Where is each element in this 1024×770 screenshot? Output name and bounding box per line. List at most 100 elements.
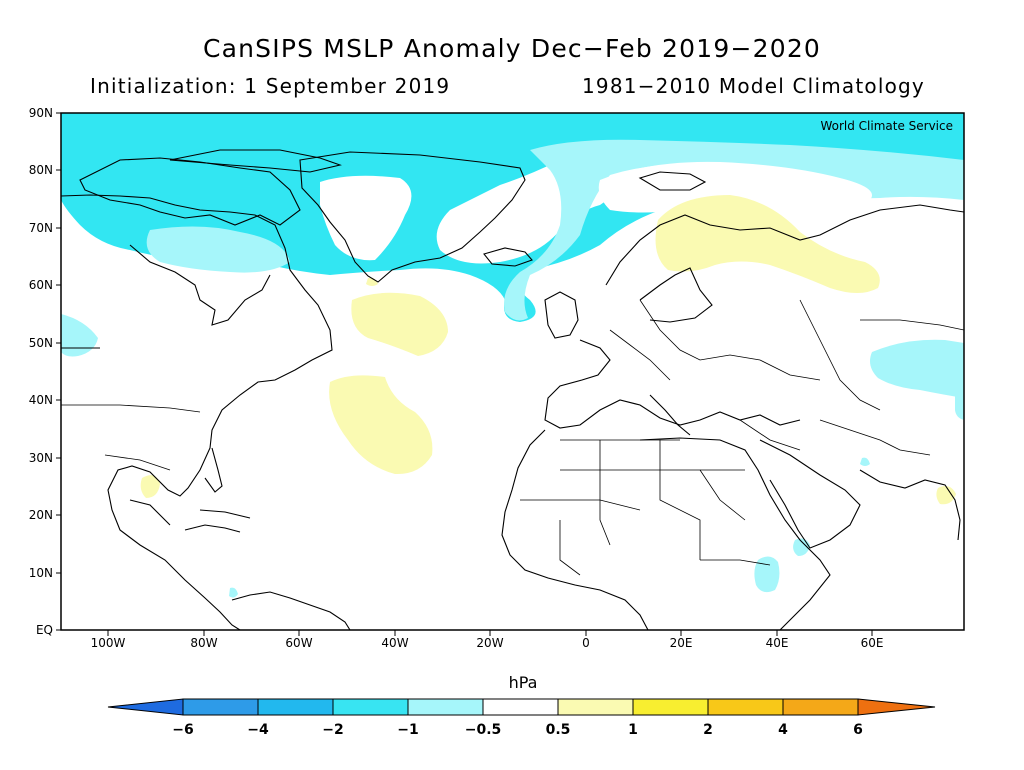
border-line bbox=[799, 299, 881, 411]
iceland-coastline bbox=[483, 247, 533, 267]
country-borders bbox=[61, 299, 964, 576]
legend-tick-label: −6 bbox=[172, 722, 193, 738]
border-line bbox=[520, 499, 641, 511]
lon-labels: 100W 80W 60W 40W 20W 0 20E 40E 60E bbox=[91, 636, 884, 650]
legend-swatch bbox=[182, 698, 259, 716]
legend-swatch bbox=[332, 698, 409, 716]
border-line bbox=[559, 520, 581, 576]
anomaly-shading bbox=[61, 113, 964, 598]
border-line bbox=[639, 299, 821, 381]
lon-label-60e: 60E bbox=[861, 636, 884, 650]
legend-tick-label: 4 bbox=[778, 722, 788, 738]
legend-swatch bbox=[407, 698, 484, 716]
barents-neutral-area bbox=[598, 161, 872, 213]
border-line bbox=[819, 419, 931, 456]
axis-ticks bbox=[56, 112, 873, 636]
baltic-coastline bbox=[639, 267, 713, 323]
legend-swatch bbox=[482, 698, 559, 716]
legend-tick-label: −0.5 bbox=[465, 722, 502, 738]
cuba-coastline bbox=[199, 509, 251, 519]
map-title: CanSIPS MSLP Anomaly Dec−Feb 2019−2020 bbox=[202, 34, 822, 63]
north-atlantic-positive-anomaly bbox=[351, 292, 448, 356]
florida-coastline bbox=[204, 447, 223, 493]
border-line bbox=[104, 454, 171, 471]
lon-label-40w: 40W bbox=[381, 636, 408, 650]
legend-tick-label: 6 bbox=[853, 722, 863, 738]
europe-west-coastline bbox=[544, 339, 801, 429]
red-sea-negative-anomaly bbox=[793, 538, 810, 556]
lon-label-40e: 40E bbox=[766, 636, 789, 650]
lat-label-60n: 60N bbox=[29, 278, 53, 292]
border-line bbox=[700, 559, 771, 566]
lat-label-30n: 30N bbox=[29, 451, 53, 465]
greenland-coastline bbox=[299, 151, 526, 283]
border-line bbox=[609, 329, 671, 381]
legend-swatch-min-arrow bbox=[107, 698, 184, 716]
legend-tick-label: 1 bbox=[628, 722, 638, 738]
legend-swatch bbox=[632, 698, 709, 716]
lon-label-60w: 60W bbox=[285, 636, 312, 650]
scandinavia-positive-anomaly bbox=[655, 195, 880, 293]
border-line bbox=[739, 419, 801, 451]
india-negative-anomaly bbox=[955, 392, 964, 420]
arabia-coastline bbox=[759, 439, 861, 549]
arctic-islands-coastline bbox=[79, 157, 301, 226]
legend-swatch bbox=[782, 698, 859, 716]
lat-label-90n: 90N bbox=[29, 106, 53, 120]
lat-labels: 90N 80N 70N 60N 50N 40N 30N 20N 10N EQ bbox=[29, 106, 53, 637]
africa-coastline bbox=[501, 429, 649, 630]
border-line bbox=[699, 469, 746, 521]
legend-swatch bbox=[707, 698, 784, 716]
lat-label-eq: EQ bbox=[36, 623, 53, 637]
map-frame bbox=[60, 112, 965, 631]
lat-label-20n: 20N bbox=[29, 508, 53, 522]
lon-label-100w: 100W bbox=[91, 636, 126, 650]
color-legend bbox=[107, 698, 936, 716]
legend-swatch bbox=[257, 698, 334, 716]
legend-swatch-max-arrow bbox=[857, 698, 936, 716]
pacific-edge-negative-anomaly bbox=[61, 314, 98, 357]
central-asia-negative-anomaly bbox=[870, 339, 964, 398]
lat-label-10n: 10N bbox=[29, 566, 53, 580]
border-line bbox=[599, 440, 611, 546]
arctic-negative-anomaly bbox=[61, 113, 964, 322]
lon-label-0: 0 bbox=[582, 636, 590, 650]
scandinavia-coastline bbox=[605, 204, 964, 286]
lat-label-50n: 50N bbox=[29, 336, 53, 350]
yucatan-coastline bbox=[129, 499, 171, 526]
horn-africa-negative-anomaly bbox=[754, 556, 780, 593]
lon-label-20w: 20W bbox=[476, 636, 503, 650]
british-isles-coastline bbox=[544, 291, 579, 339]
legend-tick-label: 0.5 bbox=[546, 722, 571, 738]
legend-tick-label: −4 bbox=[247, 722, 269, 738]
legend-tick-labels: −6 −4 −2 −1 −0.5 0.5 1 2 4 6 bbox=[172, 722, 863, 738]
gulf-mexico-positive-anomaly bbox=[140, 475, 160, 498]
border-line bbox=[61, 404, 201, 413]
north-america-coastline bbox=[61, 194, 333, 630]
greenland-neutral-area bbox=[320, 175, 412, 261]
arctic-islands-coastline-2 bbox=[169, 149, 342, 173]
asia-south-coastline bbox=[859, 469, 961, 541]
south-america-negative-anomaly bbox=[229, 587, 238, 598]
hudson-bay-coastline bbox=[129, 244, 271, 326]
watermark-text: World Climate Service bbox=[820, 119, 953, 133]
lat-label-80n: 80N bbox=[29, 163, 53, 177]
legend-tick-label: −2 bbox=[322, 722, 343, 738]
climatology-label: 1981−2010 Model Climatology bbox=[582, 74, 925, 98]
svalbard-coastline bbox=[638, 171, 707, 191]
lat-label-70n: 70N bbox=[29, 221, 53, 235]
africa-east-coastline bbox=[639, 437, 831, 630]
iran-negative-anomaly bbox=[860, 457, 870, 466]
border-line bbox=[860, 319, 964, 331]
arabian-sea-positive-anomaly bbox=[936, 486, 956, 505]
legend-tick-label: 2 bbox=[703, 722, 713, 738]
legend-swatch bbox=[557, 698, 634, 716]
subtropical-atlantic-positive-anomaly bbox=[329, 375, 433, 475]
border-line bbox=[659, 440, 701, 560]
legend-tick-label: −1 bbox=[397, 722, 418, 738]
hudson-negative-anomaly bbox=[146, 226, 290, 273]
caribbean-islands bbox=[184, 524, 241, 533]
coastlines bbox=[61, 149, 964, 630]
south-america-coastline bbox=[231, 591, 351, 630]
